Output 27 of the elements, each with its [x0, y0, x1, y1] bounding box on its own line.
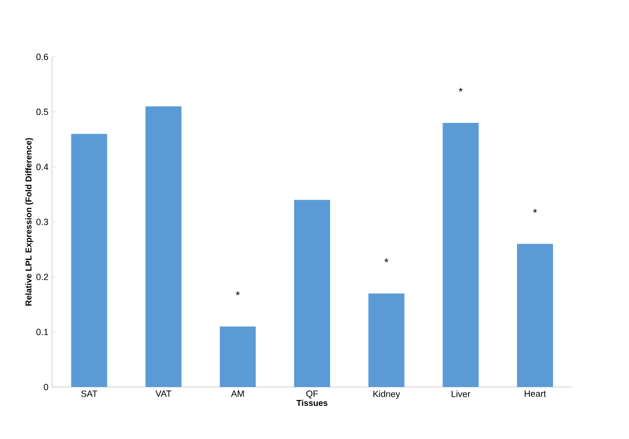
y-tick-label: 0.1: [36, 328, 48, 336]
x-tick-label: Liver: [452, 390, 470, 398]
y-tick-label: 0.3: [36, 218, 48, 226]
x-tick-label: AM: [231, 390, 244, 397]
x-tick-label: VAT: [155, 390, 172, 397]
x-tick-label: QF: [306, 390, 318, 398]
bar: [442, 122, 479, 387]
bar: [220, 326, 256, 387]
annotation: *: [458, 88, 463, 92]
y-tick-label: 0.5: [36, 108, 48, 116]
annotation: *: [533, 208, 537, 213]
x-tick-label: Kidney: [373, 390, 400, 399]
x-tick-label: Heart: [524, 390, 546, 397]
bar: [145, 106, 182, 387]
bar: [294, 200, 330, 387]
bar: [517, 244, 554, 387]
x-axis-title: Tissues: [296, 400, 328, 406]
annotation: *: [236, 291, 240, 296]
y-axis-title: Relative LPL Expression (Fold Difference): [25, 138, 34, 306]
y-tick-label: 0.2: [36, 274, 48, 280]
bar: [368, 293, 404, 387]
y-tick-label: 0: [44, 384, 48, 390]
annotation: *: [384, 258, 388, 262]
y-tick-label: 0.4: [36, 164, 48, 170]
y-tick-label: 0.6: [36, 54, 48, 60]
x-tick-label: SAT: [81, 390, 98, 397]
bar: [71, 134, 108, 387]
